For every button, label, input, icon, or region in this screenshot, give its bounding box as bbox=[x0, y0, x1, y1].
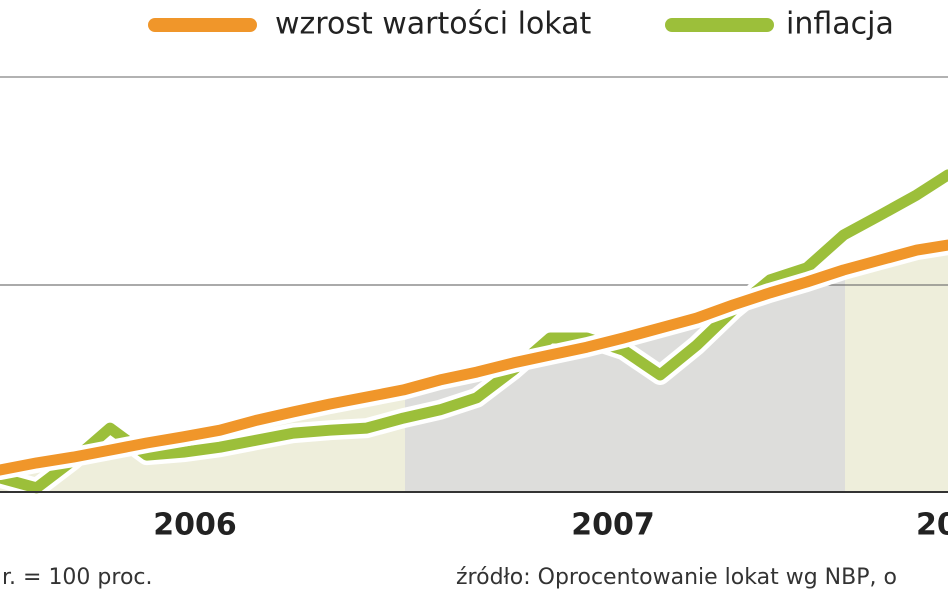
year-label: 2007 bbox=[571, 508, 655, 543]
note: r. = 100 proc. bbox=[2, 565, 153, 590]
series-line bbox=[0, 239, 948, 476]
legend-label: wzrost wartości lokat bbox=[275, 7, 592, 42]
legend-label: inflacja bbox=[786, 7, 894, 42]
source: źródło: Oprocentowanie lokat wg NBP, o bbox=[456, 565, 897, 590]
year-label: 20 bbox=[916, 508, 948, 543]
year-label: 2006 bbox=[153, 508, 237, 543]
series-line bbox=[0, 169, 948, 494]
band-2008 bbox=[845, 245, 948, 492]
